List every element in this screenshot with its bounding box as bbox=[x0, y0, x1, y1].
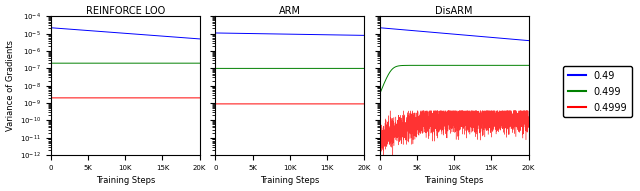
Title: ARM: ARM bbox=[278, 6, 301, 15]
Title: REINFORCE LOO: REINFORCE LOO bbox=[86, 6, 165, 15]
X-axis label: Training Steps: Training Steps bbox=[424, 176, 484, 185]
X-axis label: Training Steps: Training Steps bbox=[95, 176, 155, 185]
X-axis label: Training Steps: Training Steps bbox=[260, 176, 319, 185]
Legend: 0.49, 0.499, 0.4999: 0.49, 0.499, 0.4999 bbox=[563, 66, 632, 117]
Y-axis label: Variance of Gradients: Variance of Gradients bbox=[6, 40, 15, 131]
Title: DisARM: DisARM bbox=[435, 6, 473, 15]
